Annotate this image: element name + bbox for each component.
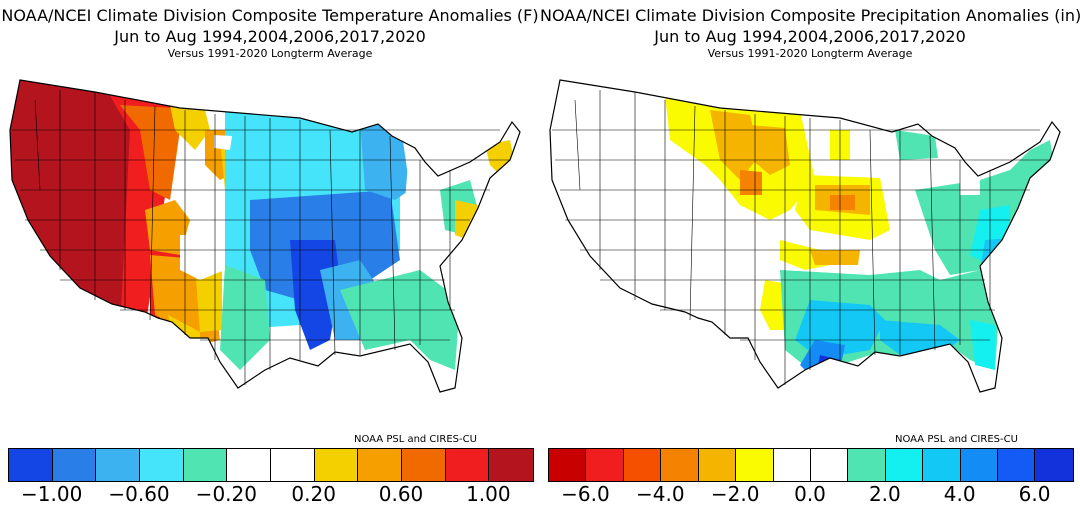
colorbar-swatch bbox=[848, 449, 886, 481]
temperature-baseline: Versus 1991-2020 Longterm Average bbox=[167, 47, 373, 60]
precipitation-period: Jun to Aug 1994,2004,2006,2017,2020 bbox=[654, 27, 966, 46]
colorbar-tick-label: 1.00 bbox=[466, 482, 511, 506]
colorbar-swatch bbox=[923, 449, 961, 481]
colorbar-tick-label: −0.60 bbox=[108, 482, 170, 506]
colorbar-swatch bbox=[9, 449, 53, 481]
colorbar-tick-label: −6.0 bbox=[561, 482, 610, 506]
colorbar-swatch bbox=[698, 449, 737, 481]
colorbar-swatch bbox=[998, 449, 1036, 481]
colorbar-swatch bbox=[586, 449, 624, 481]
colorbar-tick-label: 0.20 bbox=[291, 482, 336, 506]
colorbar-swatch bbox=[960, 449, 999, 481]
temperature-anomaly-map bbox=[9, 79, 521, 393]
temperature-panel: NOAA/NCEI Climate Division Composite Tem… bbox=[1, 6, 539, 508]
colorbar-swatch bbox=[270, 449, 315, 481]
precipitation-credit: NOAA PSL and CIRES-CU bbox=[895, 434, 1018, 445]
precipitation-anomaly-map bbox=[549, 79, 1061, 393]
colorbar-swatch bbox=[773, 449, 811, 481]
colorbar-tick-label: −4.0 bbox=[635, 482, 685, 506]
precipitation-baseline: Versus 1991-2020 Longterm Average bbox=[707, 47, 913, 60]
colorbar-swatch bbox=[549, 449, 587, 481]
colorbar-swatch bbox=[885, 449, 924, 481]
temperature-period: Jun to Aug 1994,2004,2006,2017,2020 bbox=[114, 27, 426, 46]
colorbar-swatch bbox=[623, 449, 662, 481]
precipitation-panel: NOAA/NCEI Climate Division Composite Pre… bbox=[540, 0, 1080, 511]
us-outline bbox=[549, 79, 1061, 393]
colorbar-swatch bbox=[358, 449, 402, 481]
us-outline bbox=[9, 79, 521, 393]
precipitation-colorbar-ticks: −6.0 −4.0 −2.0 0.0 2.0 4.0 6.0 bbox=[548, 482, 1072, 508]
colorbar-swatch bbox=[489, 449, 533, 481]
colorbar-swatch bbox=[227, 449, 271, 481]
precipitation-colorbar bbox=[548, 448, 1074, 482]
temperature-credit: NOAA PSL and CIRES-CU bbox=[354, 434, 477, 445]
colorbar-swatch bbox=[401, 449, 446, 481]
colorbar-tick-label: 0.0 bbox=[794, 482, 826, 506]
colorbar-tick-label: −0.20 bbox=[195, 482, 257, 506]
colorbar-swatch bbox=[810, 449, 849, 481]
colorbar-swatch bbox=[314, 449, 359, 481]
colorbar-swatch bbox=[183, 449, 228, 481]
temperature-colorbar-ticks: −1.00 −0.60 −0.20 0.20 0.60 1.00 bbox=[8, 482, 532, 508]
temperature-colorbar bbox=[8, 448, 534, 482]
colorbar-swatch bbox=[139, 449, 184, 481]
colorbar-tick-label: −1.00 bbox=[21, 482, 83, 506]
temperature-title: NOAA/NCEI Climate Division Composite Tem… bbox=[1, 6, 539, 25]
colorbar-swatch bbox=[96, 449, 140, 481]
colorbar-swatch bbox=[52, 449, 97, 481]
division-boundaries bbox=[12, 90, 510, 385]
colorbar-swatch bbox=[445, 449, 490, 481]
colorbar-swatch bbox=[661, 449, 699, 481]
colorbar-tick-label: 4.0 bbox=[943, 482, 976, 506]
colorbar-tick-label: 0.60 bbox=[378, 482, 424, 506]
division-boundaries bbox=[552, 90, 1050, 385]
colorbar-swatch bbox=[1035, 449, 1073, 481]
colorbar-tick-label: 2.0 bbox=[868, 482, 901, 506]
colorbar-swatch bbox=[736, 449, 774, 481]
precipitation-title: NOAA/NCEI Climate Division Composite Pre… bbox=[540, 6, 1080, 25]
colorbar-tick-label: −2.0 bbox=[710, 482, 760, 506]
colorbar-tick-label: 6.0 bbox=[1018, 482, 1051, 506]
